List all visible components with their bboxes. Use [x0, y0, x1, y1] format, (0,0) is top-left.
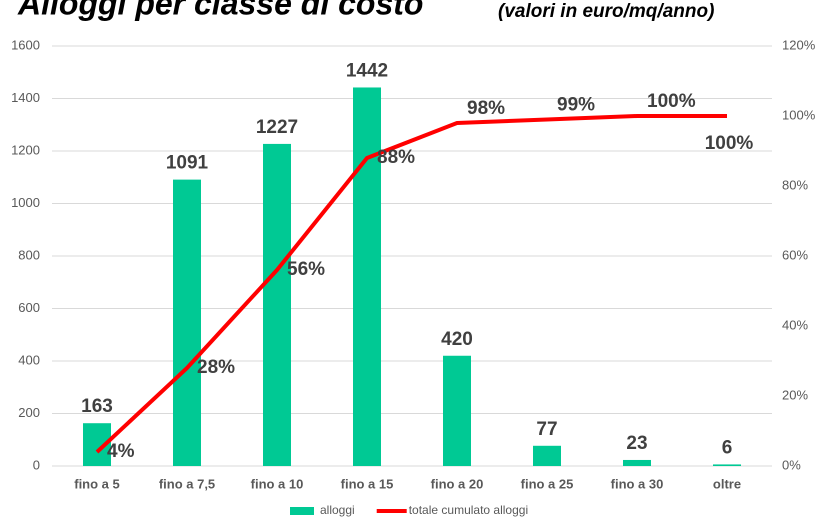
bar: [533, 445, 561, 466]
data-label: 28%: [197, 357, 235, 378]
y2-tick-label: 0%: [782, 457, 801, 472]
y2-tick-label: 60%: [782, 247, 808, 262]
y2-tick-label: 20%: [782, 387, 808, 402]
data-label: 77: [536, 419, 557, 440]
bar: [623, 459, 651, 466]
y-tick-label: 1200: [11, 142, 40, 157]
legend-swatch: [290, 507, 314, 515]
y-tick-label: 600: [18, 300, 40, 315]
x-tick-label: fino a 7,5: [159, 476, 215, 491]
x-tick-label: fino a 10: [251, 476, 304, 491]
data-label: 23: [626, 433, 647, 454]
line: [95, 114, 727, 454]
y-tick-label: 1400: [11, 90, 40, 105]
chart-title: Alloggi per classe di costo: [17, 0, 423, 21]
x-tick-label: fino a 15: [341, 476, 394, 491]
data-label: 98%: [467, 98, 505, 119]
y-tick-label: 1600: [11, 37, 40, 52]
chart-subtitle: (valori in euro/mq/anno): [498, 1, 714, 22]
data-label: 100%: [647, 91, 696, 112]
data-label: 163: [81, 396, 113, 417]
y-tick-label: 1000: [11, 195, 40, 210]
y2-tick-label: 100%: [782, 107, 816, 122]
data-label: 1442: [346, 60, 388, 81]
x-tick-label: fino a 30: [611, 476, 664, 491]
legend-label: alloggi: [320, 503, 355, 517]
x-tick-label: fino a 5: [74, 476, 120, 491]
data-label: 4%: [107, 441, 135, 462]
legend-label: totale cumulato alloggi: [409, 503, 528, 517]
data-label: 99%: [557, 95, 595, 116]
y-tick-label: 200: [18, 405, 40, 420]
y-tick-label: 800: [18, 247, 40, 262]
data-label: 100%: [705, 133, 754, 154]
bar: [173, 179, 201, 467]
x-tick-label: oltre: [713, 476, 741, 491]
data-label: 420: [441, 329, 473, 350]
y2-tick-label: 80%: [782, 177, 808, 192]
y2-tick-label: 40%: [782, 317, 808, 332]
data-label: 56%: [287, 259, 325, 280]
data-label: 1227: [256, 117, 298, 138]
data-label: 88%: [377, 147, 415, 168]
bar: [713, 464, 741, 466]
x-tick-label: fino a 25: [521, 476, 574, 491]
bar: [353, 87, 381, 466]
x-tick-label: fino a 20: [431, 476, 484, 491]
bar: [263, 143, 291, 466]
bar: [443, 355, 471, 466]
y-tick-label: 400: [18, 352, 40, 367]
data-label: 6: [722, 437, 733, 458]
y-tick-label: 0: [33, 457, 40, 472]
y2-tick-label: 120%: [782, 37, 816, 52]
data-label: 1091: [166, 153, 209, 174]
